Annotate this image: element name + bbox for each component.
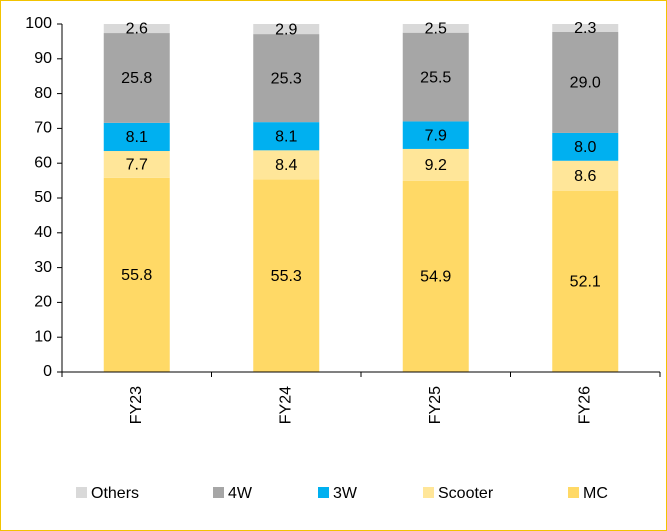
y-tick-label: 60 — [34, 154, 52, 171]
y-tick-label: 0 — [43, 363, 52, 380]
bar-segment — [402, 32, 469, 122]
value-label: 8.6 — [574, 168, 596, 185]
bar-segment — [103, 177, 170, 372]
x-tick-label: FY26 — [576, 386, 593, 424]
value-label: 55.3 — [271, 268, 302, 285]
value-label: 2.3 — [574, 20, 596, 37]
x-tick-label: FY24 — [277, 386, 294, 424]
y-tick-label: 30 — [34, 259, 52, 276]
value-label: 2.9 — [275, 21, 297, 38]
value-label: 2.6 — [126, 21, 148, 38]
bar-segment — [103, 122, 170, 152]
legend-swatch — [423, 487, 434, 498]
value-label: 7.9 — [425, 127, 447, 144]
bar-segment — [253, 34, 320, 123]
value-label: 25.5 — [420, 69, 451, 86]
value-label: 52.1 — [570, 274, 601, 291]
bar-segment — [103, 33, 170, 123]
bar-segment — [253, 24, 320, 35]
legend-swatch — [568, 487, 579, 498]
value-label: 55.8 — [121, 267, 152, 284]
y-tick-label: 90 — [34, 50, 52, 67]
value-label: 25.3 — [271, 70, 302, 87]
y-tick-label: 50 — [34, 189, 52, 206]
bar-segment — [552, 190, 619, 372]
bar-segment — [402, 148, 469, 181]
legend-label: Others — [91, 485, 139, 502]
value-label: 8.0 — [574, 139, 596, 156]
value-label: 7.7 — [126, 157, 148, 174]
bar-segment — [552, 132, 619, 161]
bar-segment — [552, 160, 619, 191]
legend-swatch — [213, 487, 224, 498]
bar-segment — [402, 121, 469, 149]
bar-segment — [402, 24, 469, 33]
bar-segment — [253, 122, 320, 151]
value-label: 29.0 — [570, 75, 601, 92]
legend-label: 4W — [228, 485, 253, 502]
value-label: 25.8 — [121, 70, 152, 87]
bar-segment — [103, 151, 170, 178]
value-label: 2.5 — [425, 21, 447, 38]
y-tick-label: 70 — [34, 120, 52, 137]
legend-label: 3W — [333, 485, 358, 502]
y-tick-label: 40 — [34, 224, 52, 241]
bar-segment — [253, 179, 320, 372]
legend-label: Scooter — [438, 485, 494, 502]
x-tick-label: FY25 — [427, 386, 444, 424]
bar-segment — [402, 180, 469, 372]
y-tick-label: 80 — [34, 85, 52, 102]
value-label: 9.2 — [425, 157, 447, 174]
value-label: 54.9 — [420, 269, 451, 286]
bar-segment — [552, 24, 619, 33]
bar-segment — [103, 24, 170, 34]
legend-label: MC — [583, 485, 608, 502]
bar-segment — [552, 32, 619, 133]
y-tick-label: 100 — [25, 15, 52, 32]
value-label: 8.1 — [275, 128, 297, 145]
bar-segment — [253, 150, 320, 180]
legend-swatch — [318, 487, 329, 498]
value-label: 8.4 — [275, 157, 297, 174]
value-label: 8.1 — [126, 129, 148, 146]
legend-swatch — [76, 487, 87, 498]
y-tick-label: 10 — [34, 328, 52, 345]
x-tick-label: FY23 — [128, 386, 145, 424]
y-tick-label: 20 — [34, 294, 52, 311]
